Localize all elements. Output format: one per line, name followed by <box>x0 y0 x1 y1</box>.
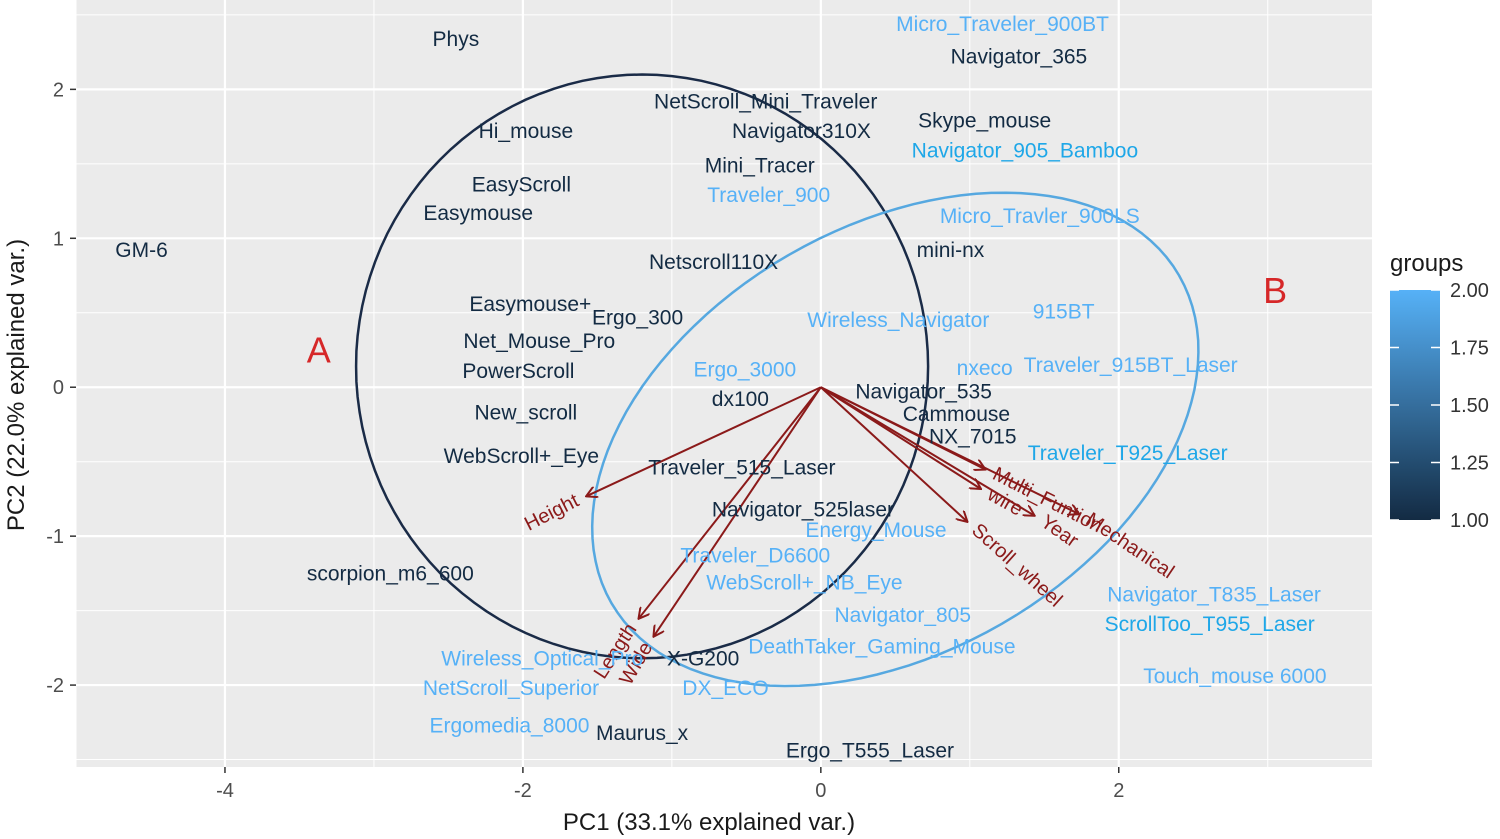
point-navigator-365: Navigator_365 <box>951 46 1088 69</box>
plot-panel <box>76 0 1372 767</box>
y-axis-title: PC2 (22.0% explained var.) <box>3 239 30 531</box>
legend-tick-label: 1.25 <box>1450 453 1489 475</box>
point-energy-mouse: Energy_Mouse <box>805 519 946 542</box>
point-webscroll-nb-eye: WebScroll+_NB_Eye <box>706 571 902 594</box>
y-tick-label: 1 <box>53 228 64 250</box>
point-netscroll110x: Netscroll110X <box>649 251 778 274</box>
point-easymouse: Easymouse+ <box>469 293 591 316</box>
point-easymouse: Easymouse <box>423 202 533 225</box>
legend-tick-label: 1.50 <box>1450 395 1489 417</box>
point-traveler-t925-laser: Traveler_T925_Laser <box>1028 442 1228 465</box>
point-touch-mouse-6000: Touch_mouse 6000 <box>1143 665 1326 688</box>
vector-length <box>639 386 822 618</box>
point-scrolltoo-t955-laser: ScrollToo_T955_Laser <box>1105 613 1315 636</box>
point-navigator310x: Navigator310X <box>732 120 871 143</box>
point-wireless-navigator: Wireless_Navigator <box>807 309 989 332</box>
grid-lines <box>75 0 1372 767</box>
point-skype-mouse: Skype_mouse <box>918 110 1051 133</box>
x-tick-label: -4 <box>216 780 234 802</box>
point-x-g200: X-G200 <box>667 647 739 670</box>
point-nxeco: nxeco <box>957 357 1013 380</box>
point-navigator-t835-laser: Navigator_T835_Laser <box>1107 583 1321 606</box>
point-ergo-3000: Ergo_3000 <box>693 358 796 381</box>
legend: groups 2.00 1.75 1.50 1.25 1.00 <box>1390 250 1489 532</box>
point-deathtaker-gaming-mouse: DeathTaker_Gaming_Mouse <box>748 635 1015 658</box>
point-phys: Phys <box>433 28 480 51</box>
vector-scroll-wheel <box>820 386 967 521</box>
ellipse-group-2 <box>590 191 1200 688</box>
group-label-a: A <box>307 329 331 370</box>
vector-mechanical <box>820 386 1079 514</box>
point-easyscroll: EasyScroll <box>472 174 571 197</box>
y-tick-label: -2 <box>46 675 64 697</box>
point-netscroll-mini-traveler: NetScroll_Mini_Traveler <box>654 90 877 113</box>
point-traveler-515-laser: Traveler_515_Laser <box>648 457 835 480</box>
ellipse-group-1 <box>354 73 930 660</box>
point-dx-eco: DX_ECO <box>682 677 768 700</box>
point-labels: Phys Micro_Traveler_900BT Navigator_365 Net… <box>115 13 1326 763</box>
x-tick-label: 2 <box>1113 780 1124 802</box>
point-hi-mouse: Hi_mouse <box>479 120 574 143</box>
point-navigator-905-bamboo: Navigator_905_Bamboo <box>912 139 1139 162</box>
point-new-scroll: New_scroll <box>475 402 578 425</box>
legend-tick-label: 2.00 <box>1450 280 1489 302</box>
point-powerscroll: PowerScroll <box>462 360 574 383</box>
group-ellipses <box>354 73 1200 688</box>
y-tick-label: -1 <box>46 526 64 548</box>
point-micro-travler-900ls: Micro_Travler_900LS <box>940 205 1140 228</box>
point-traveler-d6600: Traveler_D6600 <box>680 545 830 568</box>
point-mini-nx: mini-nx <box>917 239 985 262</box>
point-webscroll-eye: WebScroll+_Eye <box>444 445 599 468</box>
y-tick-label: 2 <box>53 79 64 101</box>
point-ergomedia-8000: Ergomedia_8000 <box>430 714 590 737</box>
point-maurus-x: Maurus_x <box>596 722 689 745</box>
point-dx100: dx100 <box>712 388 769 411</box>
point-ergo-300: Ergo_300 <box>592 306 683 329</box>
point-nx-7015: NX_7015 <box>929 425 1017 448</box>
group-labels: AB <box>307 270 1287 371</box>
y-tick-label: 0 <box>53 377 64 399</box>
point-gm-6: GM-6 <box>115 239 168 262</box>
point-cammouse: Cammouse <box>903 403 1010 426</box>
point-ergo-t555-laser: Ergo_T555_Laser <box>786 740 954 763</box>
point-915bt: 915BT <box>1033 300 1095 323</box>
x-tick-label: 0 <box>815 780 826 802</box>
legend-tick-label: 1.75 <box>1450 338 1489 360</box>
vector-wide <box>654 386 822 636</box>
point-navigator-535: Navigator_535 <box>855 381 992 404</box>
legend-title: groups <box>1390 250 1463 277</box>
axes: -4 -2 0 2 -2 -1 0 1 2 <box>46 79 1124 802</box>
group-label-b: B <box>1263 270 1287 311</box>
point-navigator-805: Navigator_805 <box>834 604 971 627</box>
point-navigator-525laser: Navigator_525laser <box>712 498 894 521</box>
point-netscroll-superior: NetScroll_Superior <box>423 677 599 700</box>
x-axis-title: PC1 (33.1% explained var.) <box>563 809 855 836</box>
point-traveler-900: Traveler_900 <box>707 184 830 207</box>
point-scorpion-m6-600: scorpion_m6_600 <box>307 562 474 585</box>
point-traveler-915bt-laser: Traveler_915BT_Laser <box>1024 354 1238 377</box>
point-micro-traveler-900bt: Micro_Traveler_900BT <box>896 13 1109 36</box>
vector-year <box>820 386 1034 515</box>
point-mini-tracer: Mini_Tracer <box>705 154 815 177</box>
vector-height <box>587 386 822 496</box>
point-wireless-optical-pro: Wireless_Optical_Pro <box>441 647 643 670</box>
legend-tick-label: 1.00 <box>1450 510 1489 532</box>
x-tick-label: -2 <box>514 780 532 802</box>
point-net-mouse-pro: Net_Mouse_Pro <box>463 330 615 353</box>
